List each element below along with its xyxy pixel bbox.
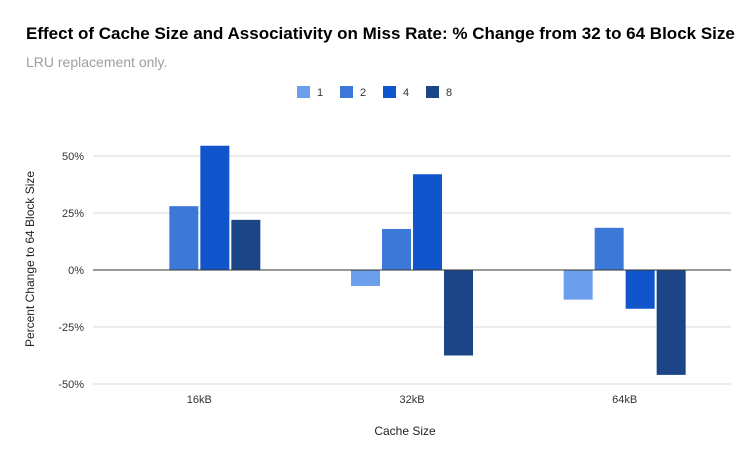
bar-32kB-series-4 — [413, 174, 442, 270]
bar-16kB-series-8 — [231, 219, 261, 270]
x-tick-label: 16kB — [187, 394, 212, 406]
bar-32kB-series-1 — [351, 270, 380, 286]
legend-swatch — [340, 86, 353, 98]
legend-label: 2 — [360, 87, 366, 99]
bar-16kB-series-4 — [200, 145, 230, 270]
bar-64kB-series-1 — [563, 270, 593, 300]
y-axis-title: Percent Change to 64 Block Size — [23, 171, 37, 347]
legend-swatch — [426, 86, 439, 98]
y-tick-label: 25% — [62, 208, 84, 220]
bar-16kB-series-2 — [169, 206, 199, 270]
y-tick-label: -50% — [58, 379, 84, 391]
bar-64kB-series-8 — [656, 270, 686, 375]
y-tick-labels: 50% 25% 0% -25% -50% — [58, 151, 84, 391]
legend-label: 1 — [317, 87, 323, 99]
y-tick-label: -25% — [58, 322, 84, 334]
legend-label: 8 — [446, 87, 452, 99]
chart-subtitle: LRU replacement only. — [26, 54, 167, 70]
bars — [169, 145, 686, 375]
x-axis-title: Cache Size — [374, 424, 436, 438]
bar-32kB-series-8 — [444, 270, 473, 356]
legend: 1 2 4 8 — [297, 86, 452, 99]
bar-64kB-series-2 — [594, 227, 624, 270]
bar-32kB-series-2 — [382, 228, 411, 270]
x-tick-label: 32kB — [399, 394, 424, 406]
y-tick-label: 50% — [62, 151, 84, 163]
chart-title: Effect of Cache Size and Associativity o… — [26, 24, 735, 43]
x-tick-label: 64kB — [612, 394, 637, 406]
gridlines — [93, 155, 731, 385]
legend-label: 4 — [403, 87, 409, 99]
legend-swatch — [383, 86, 396, 98]
bar-64kB-series-4 — [625, 270, 655, 309]
y-tick-label: 0% — [68, 265, 84, 277]
legend-swatch — [297, 86, 310, 98]
x-tick-labels: 16kB 32kB 64kB — [187, 394, 637, 406]
